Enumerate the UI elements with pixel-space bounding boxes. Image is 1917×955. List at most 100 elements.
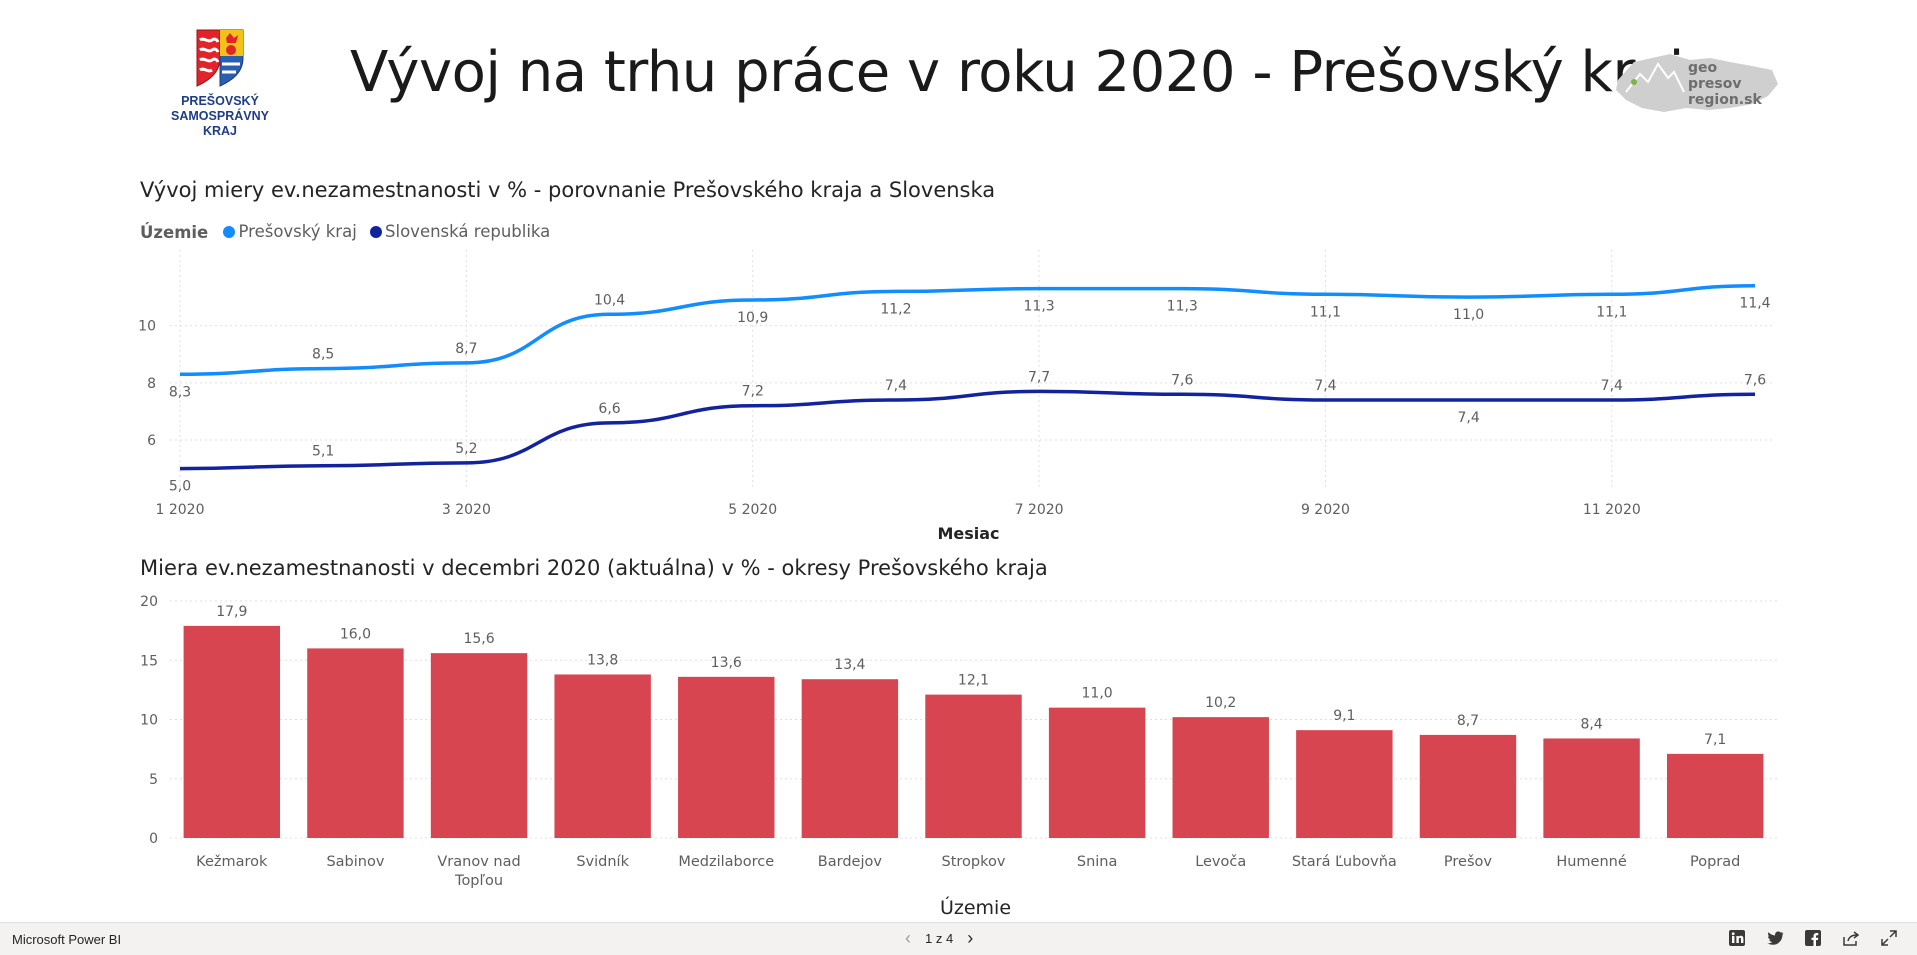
data-label: 7,4 bbox=[1458, 410, 1480, 426]
data-label: 10,2 bbox=[1205, 695, 1236, 711]
data-label: 8,3 bbox=[169, 384, 191, 400]
x-tick-label: Stará Ľubovňa bbox=[1292, 854, 1397, 870]
data-label: 7,4 bbox=[1314, 378, 1336, 394]
page-indicator: 1 z 4 bbox=[925, 931, 953, 946]
share-icon[interactable] bbox=[1842, 929, 1860, 947]
data-label: 7,6 bbox=[1744, 372, 1766, 388]
facebook-icon[interactable] bbox=[1804, 929, 1822, 947]
data-label: 7,2 bbox=[742, 384, 764, 400]
bar bbox=[431, 653, 527, 838]
y-tick-label: 10 bbox=[138, 319, 156, 335]
geo-logo-line: geo bbox=[1688, 60, 1718, 76]
legend-item-presovsky-kraj[interactable]: Prešovský kraj bbox=[223, 222, 356, 241]
legend-label: Prešovský kraj bbox=[238, 222, 356, 241]
data-label: 11,3 bbox=[1024, 299, 1055, 315]
legend-marker-icon bbox=[223, 226, 235, 238]
page-navigator: ‹ 1 z 4 › bbox=[905, 929, 973, 947]
y-tick-label: 8 bbox=[147, 376, 156, 392]
bar bbox=[554, 674, 650, 838]
legend-marker-icon bbox=[370, 226, 382, 238]
data-label: 7,4 bbox=[885, 378, 907, 394]
y-tick-label: 20 bbox=[140, 594, 158, 610]
y-tick-label: 15 bbox=[140, 653, 158, 669]
data-label: 8,5 bbox=[312, 347, 334, 363]
legend-label: Slovenská republika bbox=[385, 222, 550, 241]
data-label: 8,7 bbox=[1457, 713, 1479, 729]
data-label: 10,4 bbox=[594, 292, 625, 308]
data-label: 8,7 bbox=[455, 341, 477, 357]
data-label: 5,1 bbox=[312, 444, 334, 460]
x-tick-label: 3 2020 bbox=[442, 502, 491, 518]
x-tick-label: Levoča bbox=[1195, 854, 1246, 870]
bar bbox=[1420, 735, 1516, 838]
data-label: 13,8 bbox=[587, 652, 618, 668]
psk-logo-line: KRAJ bbox=[160, 124, 280, 139]
psk-logo-caption: PREŠOVSKÝ SAMOSPRÁVNY KRAJ bbox=[160, 94, 280, 139]
data-label: 5,2 bbox=[455, 441, 477, 457]
y-tick-label: 0 bbox=[149, 831, 158, 847]
x-tick-label: Vranov nad bbox=[437, 854, 520, 870]
data-label: 8,4 bbox=[1580, 716, 1602, 732]
chevron-left-icon[interactable]: ‹ bbox=[905, 929, 911, 947]
data-label: 11,2 bbox=[880, 301, 911, 317]
data-label: 11,1 bbox=[1596, 304, 1627, 320]
report-canvas: PREŠOVSKÝ SAMOSPRÁVNY KRAJ Vývoj na trhu… bbox=[0, 0, 1917, 922]
x-tick-label: Bardejov bbox=[818, 854, 883, 870]
data-label: 11,0 bbox=[1453, 307, 1484, 323]
bar-chart-title: Miera ev.nezamestnanosti v decembri 2020… bbox=[140, 556, 1048, 580]
legend-title: Územie bbox=[140, 223, 208, 242]
legend-item-slovenska-republika[interactable]: Slovenská republika bbox=[370, 222, 550, 241]
data-label: 11,4 bbox=[1739, 296, 1770, 312]
y-tick-label: 6 bbox=[147, 433, 156, 449]
bar bbox=[678, 677, 774, 838]
x-tick-label: Stropkov bbox=[942, 854, 1006, 870]
geo-logo-line: presov bbox=[1688, 76, 1742, 92]
report-title: Vývoj na trhu práce v roku 2020 - Prešov… bbox=[350, 40, 1530, 105]
data-label: 5,0 bbox=[169, 479, 191, 495]
x-tick-label: Medzilaborce bbox=[678, 854, 774, 870]
bar-chart: 0510152017,9Kežmarok16,0Sabinov15,6Vrano… bbox=[0, 585, 1917, 922]
linkedin-icon[interactable] bbox=[1728, 929, 1746, 947]
x-tick-label: 1 2020 bbox=[156, 502, 205, 518]
x-tick-label: 11 2020 bbox=[1583, 502, 1641, 518]
bar bbox=[802, 679, 898, 838]
x-tick-label: Poprad bbox=[1690, 854, 1740, 870]
x-tick-label: Sabinov bbox=[326, 854, 384, 870]
geo-logo-line: region.sk bbox=[1688, 92, 1762, 108]
x-tick-label: 7 2020 bbox=[1015, 502, 1064, 518]
y-tick-label: 10 bbox=[140, 713, 158, 729]
data-label: 11,3 bbox=[1167, 299, 1198, 315]
bar bbox=[925, 695, 1021, 838]
data-label: 7,4 bbox=[1601, 378, 1623, 394]
powerbi-footer: Microsoft Power BI ‹ 1 z 4 › bbox=[0, 922, 1917, 955]
x-axis-title: Mesiac bbox=[937, 524, 999, 543]
data-label: 11,1 bbox=[1310, 304, 1341, 320]
x-tick-label: Snina bbox=[1077, 854, 1118, 870]
data-label: 7,1 bbox=[1704, 732, 1726, 748]
chevron-right-icon[interactable]: › bbox=[967, 929, 973, 947]
fullscreen-icon[interactable] bbox=[1880, 929, 1898, 947]
data-label: 13,6 bbox=[711, 655, 742, 671]
data-label: 9,1 bbox=[1333, 708, 1355, 724]
bar bbox=[1543, 738, 1639, 838]
data-label: 7,6 bbox=[1171, 372, 1193, 388]
data-label: 7,7 bbox=[1028, 369, 1050, 385]
line-chart-legend: Územie Prešovský kraj Slovenská republik… bbox=[140, 222, 558, 242]
twitter-icon[interactable] bbox=[1766, 929, 1784, 947]
bar bbox=[1667, 754, 1763, 838]
y-tick-label: 5 bbox=[149, 772, 158, 788]
geopresovregion-logo: geo presov region.sk bbox=[1612, 48, 1782, 122]
data-label: 16,0 bbox=[340, 626, 371, 642]
bar bbox=[184, 626, 280, 838]
bar bbox=[1049, 708, 1145, 838]
bar bbox=[1296, 730, 1392, 838]
psk-logo-line: SAMOSPRÁVNY bbox=[160, 109, 280, 124]
powerbi-brand: Microsoft Power BI bbox=[12, 932, 121, 947]
line-chart-title: Vývoj miery ev.nezamestnanosti v % - por… bbox=[140, 178, 995, 202]
psk-logo: PREŠOVSKÝ SAMOSPRÁVNY KRAJ bbox=[160, 28, 280, 144]
x-tick-label: 9 2020 bbox=[1301, 502, 1350, 518]
coat-of-arms-icon bbox=[160, 28, 280, 90]
bar bbox=[307, 648, 403, 838]
series-line-presovsky-kraj bbox=[180, 286, 1755, 375]
